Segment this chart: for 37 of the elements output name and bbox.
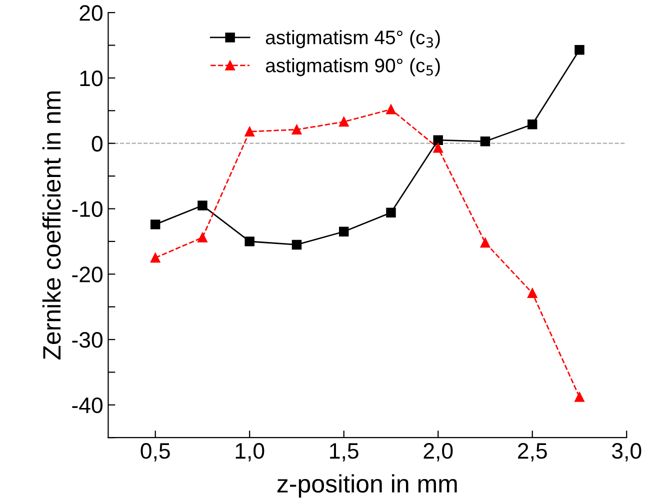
point xyxy=(433,143,443,153)
point xyxy=(433,135,443,145)
point xyxy=(528,120,538,130)
y-axis-title: Zernike coefficient in nm xyxy=(42,91,61,360)
x-axis-title: z-position in mm xyxy=(277,474,457,498)
y-tick-label: -30 xyxy=(72,332,102,348)
x-tick-label: 0,5 xyxy=(140,443,170,462)
point xyxy=(244,236,254,246)
y-tick-label: -10 xyxy=(72,201,102,218)
point xyxy=(198,232,208,242)
point xyxy=(198,200,208,210)
x-tick-label: 2,5 xyxy=(518,443,547,462)
y-tick-label: 20 xyxy=(80,5,102,21)
point xyxy=(150,220,160,230)
x-tick-label: 3,0 xyxy=(612,443,642,462)
legend-label: astigmatism 90° (c$_{5}$) xyxy=(266,58,440,76)
point xyxy=(338,116,349,127)
y-tick-label: 0 xyxy=(92,136,102,152)
point xyxy=(386,208,396,218)
point xyxy=(338,226,349,236)
y-tick-label: -20 xyxy=(72,266,102,282)
legend-label: astigmatism 45° (c$_{3}$) xyxy=(266,30,440,48)
point xyxy=(386,104,396,114)
point xyxy=(150,252,160,263)
x-tick-label: 1,5 xyxy=(330,443,358,462)
point xyxy=(244,126,254,136)
point xyxy=(528,288,538,298)
x-tick-label: 2,0 xyxy=(424,443,453,462)
y-tick-label: -40 xyxy=(72,397,102,414)
x-tick-label: 1,0 xyxy=(236,443,264,462)
y-tick-label: 10 xyxy=(80,70,102,86)
point xyxy=(292,240,302,250)
point xyxy=(480,238,490,248)
point xyxy=(574,44,584,55)
point xyxy=(480,136,490,146)
point xyxy=(292,124,302,134)
point xyxy=(574,392,584,402)
